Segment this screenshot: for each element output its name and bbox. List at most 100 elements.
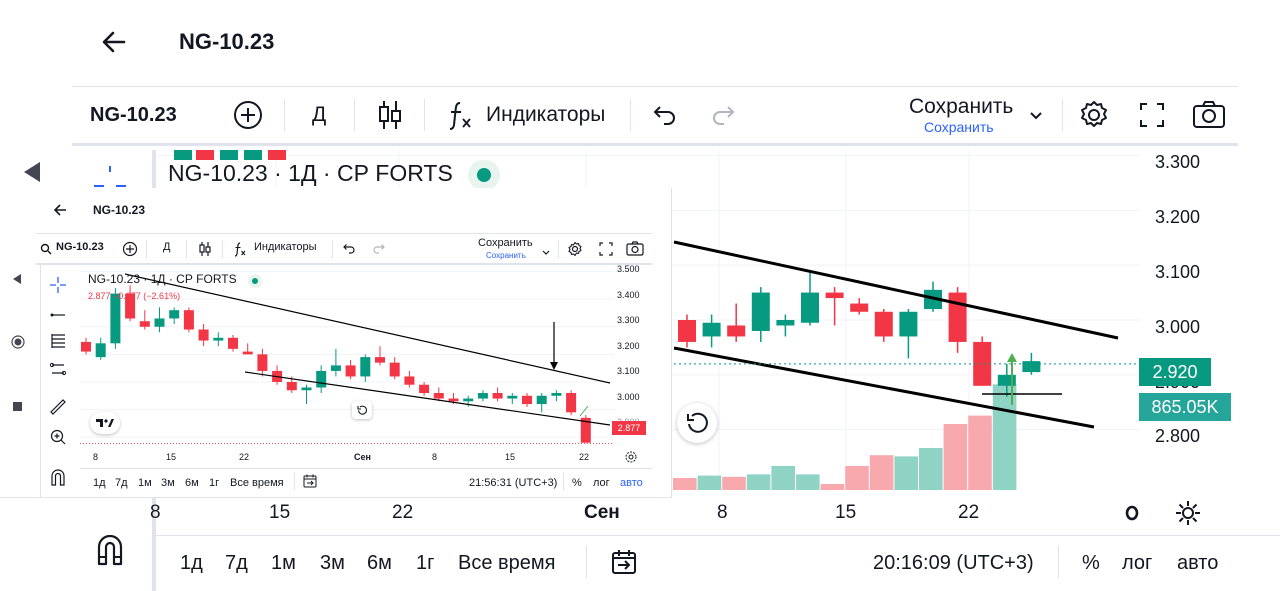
inset-save-menu-button[interactable] xyxy=(542,243,550,261)
gear-icon xyxy=(625,451,637,463)
inset-undo-button[interactable] xyxy=(342,242,356,261)
candle-body xyxy=(727,325,746,337)
inset-interval-button[interactable]: Д xyxy=(163,241,171,253)
page-title: NG-10.23 xyxy=(179,29,275,54)
status-dot-icon xyxy=(252,278,258,284)
candle-body xyxy=(220,150,238,160)
inset-log-scale-button[interactable]: лог xyxy=(593,477,610,489)
inset-range-1d-button[interactable]: 1д xyxy=(93,477,106,489)
pattern-icon xyxy=(49,362,67,376)
inset-range-7d-button[interactable]: 7д xyxy=(115,477,128,489)
fullscreen-button[interactable] xyxy=(1138,87,1166,143)
inset-range-6m-button[interactable]: 6м xyxy=(185,477,199,489)
inset-pattern-tool[interactable] xyxy=(46,358,70,380)
inset-auto-scale-button[interactable]: авто xyxy=(620,477,643,489)
inset-redo-button[interactable] xyxy=(372,242,386,261)
volume-bar xyxy=(869,455,894,490)
candle-body xyxy=(286,381,297,391)
settings-button[interactable] xyxy=(1078,87,1110,143)
candle-body xyxy=(477,393,488,399)
inset-magnet-tool[interactable] xyxy=(46,466,70,488)
inset-crosshair-tool[interactable] xyxy=(46,274,70,296)
inset-settings-button[interactable] xyxy=(567,241,583,262)
inset-zoom-tool[interactable] xyxy=(46,426,70,448)
clock-label[interactable]: 20:16:09 (UTC+3) xyxy=(873,552,1034,574)
candle-body xyxy=(81,341,91,352)
inset-range-all-button[interactable]: Все время xyxy=(230,477,284,489)
square-icon[interactable] xyxy=(13,402,22,411)
range-7d-button[interactable]: 7д xyxy=(225,552,248,574)
inset-market-status-indicator[interactable] xyxy=(248,274,262,288)
time-tick: 15 xyxy=(166,452,177,462)
range-3m-button[interactable]: 3м xyxy=(320,552,345,574)
candle-body xyxy=(242,351,253,355)
symbol-button[interactable]: NG-10.23 xyxy=(90,103,177,126)
range-all-button[interactable]: Все время xyxy=(458,552,556,574)
inset-chart[interactable] xyxy=(80,266,614,456)
compare-button[interactable] xyxy=(232,87,264,143)
inset-indicators-button[interactable]: Индикаторы xyxy=(254,241,317,253)
range-1m-button[interactable]: 1м xyxy=(271,552,296,574)
candle-body xyxy=(419,384,430,394)
percent-scale-button[interactable]: % xyxy=(1082,552,1100,574)
candle-body xyxy=(678,320,696,342)
candle-body xyxy=(196,150,214,160)
reset-chart-button[interactable] xyxy=(677,403,717,443)
back-button[interactable] xyxy=(92,22,136,62)
gear-icon xyxy=(568,241,582,257)
inset-chart-type-button[interactable] xyxy=(198,241,212,262)
crosshair-tool[interactable] xyxy=(90,166,130,193)
inset-back-button[interactable] xyxy=(50,200,70,220)
toolbar-divider xyxy=(146,240,147,258)
auto-scale-button[interactable]: авто xyxy=(1177,552,1219,574)
inset-range-1m-button[interactable]: 1м xyxy=(138,477,152,489)
inset-range-3m-button[interactable]: 3м xyxy=(161,477,175,489)
log-scale-button[interactable]: лог xyxy=(1122,552,1153,574)
inset-go-to-date-button[interactable] xyxy=(303,474,317,493)
calendar-arrow-icon xyxy=(612,550,636,574)
reset-time-scale-button[interactable] xyxy=(1120,500,1144,531)
inset-compare-button[interactable] xyxy=(122,241,138,262)
inset-side-dot[interactable] xyxy=(11,335,25,354)
tradingview-logo[interactable] xyxy=(90,412,120,434)
candle-body xyxy=(776,320,795,326)
toolbar-divider xyxy=(284,99,285,131)
inset-ruler-tool[interactable] xyxy=(46,396,70,418)
market-status-indicator[interactable] xyxy=(468,160,500,190)
last-price-tag: 2.920 xyxy=(1139,358,1211,386)
range-6m-button[interactable]: 6м xyxy=(367,552,392,574)
magnet-tool[interactable] xyxy=(94,532,126,571)
toolbar-divider xyxy=(222,240,223,258)
undo-button[interactable] xyxy=(652,87,678,143)
range-1y-button[interactable]: 1г xyxy=(416,552,435,574)
volume-bar xyxy=(894,456,918,490)
indicators-button[interactable]: Индикаторы xyxy=(448,87,605,143)
candle-body xyxy=(213,337,224,341)
time-tick: 22 xyxy=(392,502,414,523)
chart-type-button[interactable] xyxy=(376,87,404,143)
inset-screenshot-button[interactable] xyxy=(626,241,644,262)
channel-lower-line xyxy=(244,371,611,426)
camera-icon xyxy=(1193,101,1225,128)
time-tick: 22 xyxy=(958,502,980,523)
inset-chart-properties-button[interactable] xyxy=(624,450,638,469)
inset-collapse-sidebar-button[interactable] xyxy=(12,272,22,290)
candle-body xyxy=(1022,361,1041,373)
inset-clock-label[interactable]: 21:56:31 (UTC+3) xyxy=(469,477,558,489)
undo-icon xyxy=(653,106,675,125)
chart-properties-button[interactable] xyxy=(1175,500,1201,531)
go-to-date-button[interactable] xyxy=(610,548,638,581)
redo-button[interactable] xyxy=(710,87,736,143)
interval-button[interactable]: Д xyxy=(312,103,327,126)
save-menu-button[interactable] xyxy=(1028,87,1044,143)
inset-symbol-button[interactable]: NG-10.23 xyxy=(56,241,104,253)
inset-range-1y-button[interactable]: 1г xyxy=(209,477,220,489)
inset-percent-scale-button[interactable]: % xyxy=(572,477,582,489)
collapse-sidebar-button[interactable] xyxy=(22,160,42,189)
screenshot-button[interactable] xyxy=(1192,87,1226,143)
range-1d-button[interactable]: 1д xyxy=(180,552,203,574)
inset-fullscreen-button[interactable] xyxy=(599,242,613,261)
inset-reset-chart-button[interactable] xyxy=(352,401,372,419)
inset-fib-tool[interactable] xyxy=(46,330,70,352)
inset-trendline-tool[interactable] xyxy=(46,304,70,326)
